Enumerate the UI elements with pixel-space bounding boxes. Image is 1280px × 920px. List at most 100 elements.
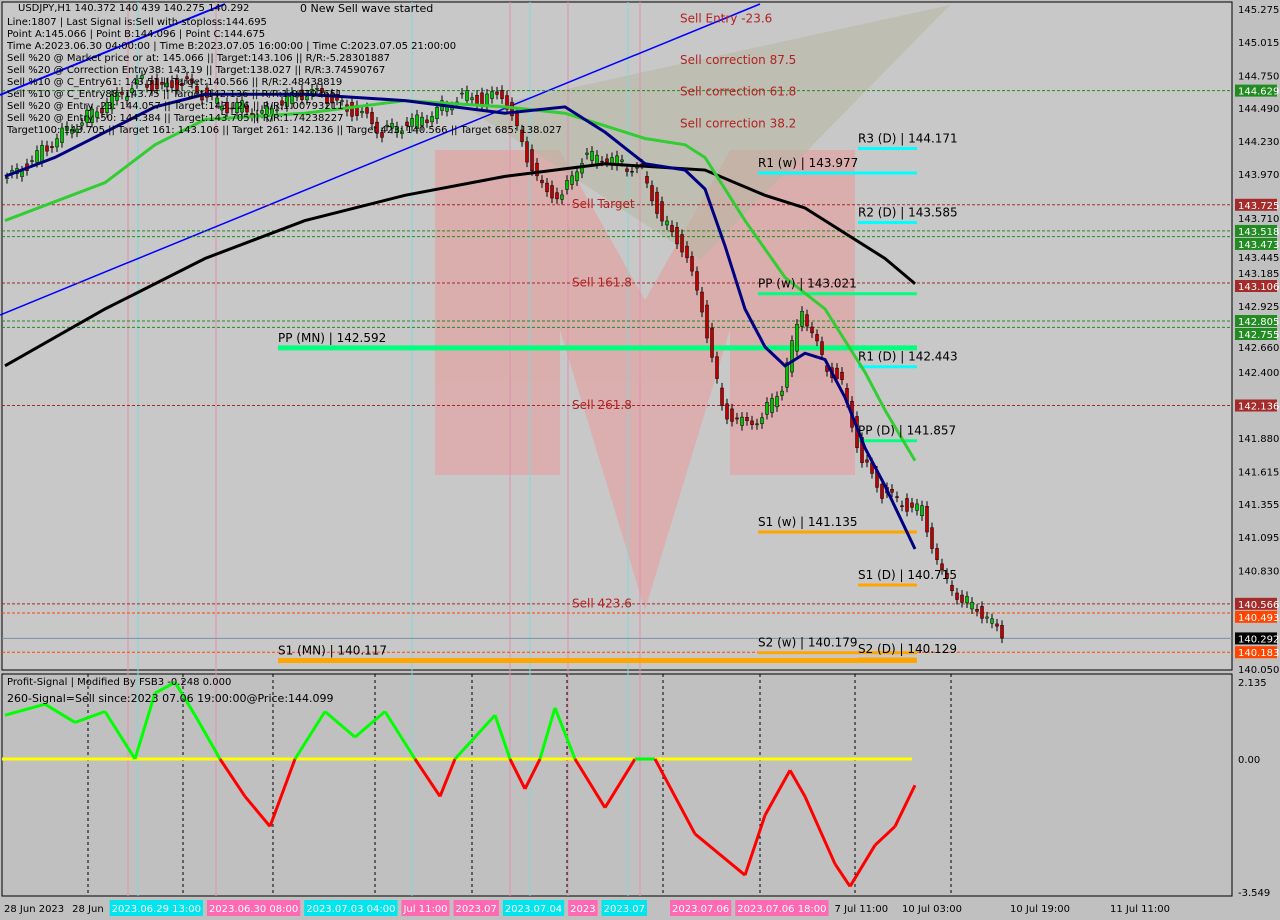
symbol-line: USDJPY,H1 140.372 140 439 140.275 140.29… bbox=[18, 3, 250, 14]
candle bbox=[240, 100, 244, 113]
candle bbox=[835, 367, 839, 380]
pivot-label: S1 (w) | 141.135 bbox=[758, 515, 858, 529]
oscillator-segment bbox=[324, 710, 356, 739]
candle bbox=[425, 119, 429, 123]
candle bbox=[190, 78, 194, 84]
candle bbox=[530, 149, 534, 172]
candle bbox=[785, 362, 789, 388]
candle bbox=[720, 387, 724, 406]
candle bbox=[235, 102, 239, 113]
pivot-label: S2 (w) | 140.179 bbox=[758, 636, 858, 650]
candle bbox=[890, 488, 894, 493]
oscillator-segment bbox=[438, 758, 457, 798]
candle bbox=[40, 145, 44, 163]
x-tick-label: 2023.07.04 bbox=[505, 904, 562, 915]
oscillator-segment bbox=[848, 844, 877, 888]
oscillator-segment bbox=[788, 769, 807, 798]
candle bbox=[405, 121, 409, 127]
candle bbox=[755, 423, 759, 426]
y-tick-label: 141.615 bbox=[1238, 467, 1279, 478]
x-tick-highlight bbox=[568, 900, 598, 916]
x-tick-label: 7 Jul 11:00 bbox=[835, 904, 889, 915]
oscillator-segment bbox=[803, 795, 837, 865]
candle bbox=[800, 311, 804, 327]
candle bbox=[395, 126, 399, 133]
pivot-label: R3 (D) | 144.171 bbox=[858, 131, 958, 145]
candle bbox=[220, 105, 224, 111]
price-tag-label: 143.518 bbox=[1238, 227, 1279, 238]
oscillator-segment bbox=[893, 784, 917, 828]
candle bbox=[315, 88, 319, 90]
price-tag-label: 140.566 bbox=[1238, 600, 1279, 611]
candle bbox=[595, 154, 599, 164]
x-tick-highlight bbox=[735, 900, 829, 916]
candle bbox=[660, 201, 664, 222]
candle bbox=[905, 498, 909, 512]
oscillator-panel bbox=[1, 673, 1233, 897]
pivot-label: PP (D) | 141.857 bbox=[858, 424, 956, 438]
candle bbox=[390, 123, 394, 129]
fib-label: Sell Entry -23.6 bbox=[680, 11, 772, 25]
candle bbox=[500, 90, 504, 99]
candle bbox=[470, 97, 474, 100]
info-line: Line:1807 | Last Signal is:Sell with sto… bbox=[7, 17, 267, 28]
candle bbox=[900, 505, 904, 507]
candle bbox=[565, 180, 569, 190]
candle bbox=[50, 146, 54, 148]
candle bbox=[225, 102, 229, 114]
x-tick-label: 2023.07.06 18:00 bbox=[737, 904, 826, 915]
osc-y-tick: 2.135 bbox=[1238, 678, 1267, 689]
candle bbox=[840, 371, 844, 380]
candle bbox=[925, 506, 929, 533]
candle bbox=[935, 548, 939, 560]
candle bbox=[385, 124, 389, 127]
pivot-label: R1 (D) | 142.443 bbox=[858, 350, 958, 364]
price-tag-label: 143.725 bbox=[1238, 201, 1279, 212]
candle bbox=[650, 185, 654, 202]
candle bbox=[690, 256, 694, 272]
y-tick-label: 141.095 bbox=[1238, 533, 1279, 544]
osc-y-tick: -3.549 bbox=[1238, 888, 1270, 899]
x-tick-label: 2023.07.06 bbox=[672, 904, 729, 915]
candle bbox=[295, 95, 299, 98]
fib-label: Sell 261.8 bbox=[572, 398, 632, 412]
oscillator-segment bbox=[4, 702, 46, 717]
y-tick-label: 141.355 bbox=[1238, 500, 1279, 511]
candle bbox=[245, 105, 249, 113]
info-line: Point A:145.066 | Point B:144.096 | Poin… bbox=[7, 29, 266, 40]
oscillator-segment bbox=[453, 714, 497, 761]
candle bbox=[95, 111, 99, 118]
oscillator-segment bbox=[508, 758, 527, 790]
candle bbox=[475, 94, 479, 105]
candle bbox=[895, 496, 899, 498]
oscillator-segment bbox=[653, 758, 697, 835]
candle bbox=[120, 91, 124, 95]
candle bbox=[55, 138, 59, 148]
candle bbox=[620, 159, 624, 162]
candle bbox=[955, 592, 959, 600]
y-tick-label: 144.750 bbox=[1238, 71, 1279, 82]
x-tick-highlight bbox=[109, 900, 203, 916]
price-tag bbox=[1235, 399, 1277, 412]
candle bbox=[70, 129, 74, 134]
candle bbox=[700, 291, 704, 313]
y-tick-label: 143.710 bbox=[1238, 214, 1279, 225]
ma-mid-line bbox=[4, 99, 917, 462]
oscillator-segment bbox=[383, 710, 417, 760]
price-tag-label: 140.292 bbox=[1238, 634, 1279, 645]
candle bbox=[980, 606, 984, 619]
fib-label: Sell correction 38.2 bbox=[680, 116, 796, 130]
candle bbox=[970, 601, 974, 610]
fib-label: Sell Target bbox=[572, 197, 635, 211]
candle bbox=[400, 130, 404, 134]
candle bbox=[375, 121, 379, 134]
x-tick-label: 2023.07.03 04:00 bbox=[306, 904, 395, 915]
oscillator-segment bbox=[523, 758, 542, 790]
candle bbox=[420, 116, 424, 126]
candle bbox=[100, 107, 104, 114]
candle bbox=[365, 107, 369, 114]
info-line: Sell %20 @ Market price or at: 145.066 |… bbox=[7, 53, 391, 64]
y-tick-label: 143.445 bbox=[1238, 253, 1279, 264]
candle bbox=[80, 122, 84, 126]
candle bbox=[60, 127, 64, 143]
